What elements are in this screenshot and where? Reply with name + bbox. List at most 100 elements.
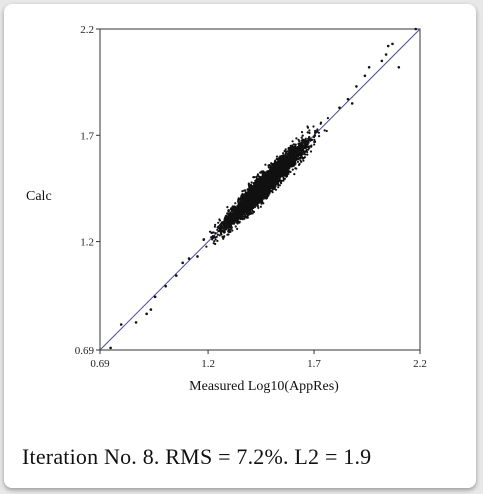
data-point	[246, 210, 249, 213]
data-point	[218, 234, 221, 237]
data-point	[263, 175, 266, 178]
data-point	[218, 219, 221, 222]
data-point	[212, 231, 215, 234]
data-point	[231, 220, 234, 223]
data-point	[274, 159, 277, 162]
data-point	[243, 203, 246, 206]
data-point	[228, 214, 231, 217]
data-point	[287, 147, 290, 150]
data-point	[223, 231, 226, 234]
data-point	[314, 129, 317, 132]
data-point	[277, 186, 280, 189]
scatter-chart: 0.69 1.2 1.7 2.2 0.69 1.2 1.7 2.2 Calc Measured…	[26, 24, 427, 394]
data-point	[224, 224, 227, 227]
data-point	[284, 148, 287, 151]
data-point	[262, 195, 265, 198]
data-point	[283, 160, 286, 163]
data-point	[291, 149, 294, 152]
data-point	[283, 149, 286, 153]
data-point	[273, 182, 276, 185]
data-point	[283, 177, 286, 180]
data-point	[270, 182, 274, 185]
data-point	[187, 257, 191, 260]
data-point	[325, 129, 328, 133]
data-point	[301, 134, 304, 137]
data-point	[134, 321, 138, 324]
data-point	[302, 159, 305, 162]
data-point	[246, 193, 249, 196]
data-point	[271, 167, 275, 170]
data-point	[286, 174, 289, 178]
data-point	[222, 221, 225, 224]
data-point	[306, 150, 309, 154]
data-point	[318, 135, 321, 138]
data-point	[306, 142, 309, 145]
data-point	[258, 176, 261, 179]
data-point	[273, 170, 276, 173]
data-point	[210, 231, 213, 235]
data-point	[238, 201, 241, 204]
y-axis-label: Calc	[26, 189, 52, 204]
data-point	[243, 210, 246, 213]
data-point	[286, 158, 289, 161]
data-point	[262, 180, 265, 183]
data-point	[284, 165, 287, 168]
data-point	[227, 212, 230, 215]
data-point	[286, 164, 289, 167]
data-point	[261, 170, 264, 173]
data-point	[264, 178, 267, 181]
data-point	[309, 138, 312, 141]
data-point	[202, 238, 206, 241]
data-point	[283, 172, 286, 175]
data-point	[214, 232, 217, 235]
data-point	[297, 138, 300, 141]
data-point	[240, 213, 243, 216]
data-point	[272, 184, 275, 187]
data-point	[284, 158, 288, 161]
data-point	[216, 239, 219, 242]
data-point	[227, 209, 230, 212]
data-point	[259, 205, 262, 208]
data-point	[248, 189, 251, 192]
data-point	[253, 187, 256, 190]
data-point	[314, 131, 317, 134]
data-point	[304, 137, 307, 140]
data-point	[306, 126, 310, 129]
data-point	[279, 169, 282, 172]
y-tick-label: 1.7	[80, 130, 94, 142]
data-point	[244, 196, 247, 199]
data-point	[275, 167, 278, 170]
data-point	[237, 220, 240, 224]
data-point	[291, 152, 294, 156]
data-point	[319, 122, 322, 125]
data-point	[289, 144, 292, 147]
data-point	[241, 194, 244, 197]
data-point	[220, 229, 223, 232]
data-point	[276, 164, 279, 167]
data-point	[224, 226, 227, 229]
data-point	[269, 186, 273, 189]
data-point	[233, 213, 237, 216]
data-point	[241, 218, 244, 221]
data-point	[252, 206, 255, 210]
data-point	[256, 204, 259, 208]
data-point	[296, 151, 299, 154]
data-point	[228, 219, 231, 222]
data-point	[226, 233, 229, 236]
data-point	[222, 237, 225, 240]
iteration-caption: Iteration No. 8. RMS = 7.2%. L2 = 1.9	[22, 444, 372, 469]
data-point	[291, 156, 294, 159]
data-point	[355, 85, 358, 88]
data-point	[236, 216, 239, 219]
data-point	[286, 161, 289, 164]
data-point	[275, 155, 279, 158]
data-point	[220, 226, 223, 229]
data-point	[300, 155, 303, 158]
data-point	[243, 199, 246, 202]
data-point	[232, 209, 235, 212]
data-point	[261, 172, 264, 175]
data-point	[237, 197, 240, 200]
data-point	[291, 144, 294, 147]
data-point	[236, 227, 239, 230]
data-point	[305, 148, 308, 151]
